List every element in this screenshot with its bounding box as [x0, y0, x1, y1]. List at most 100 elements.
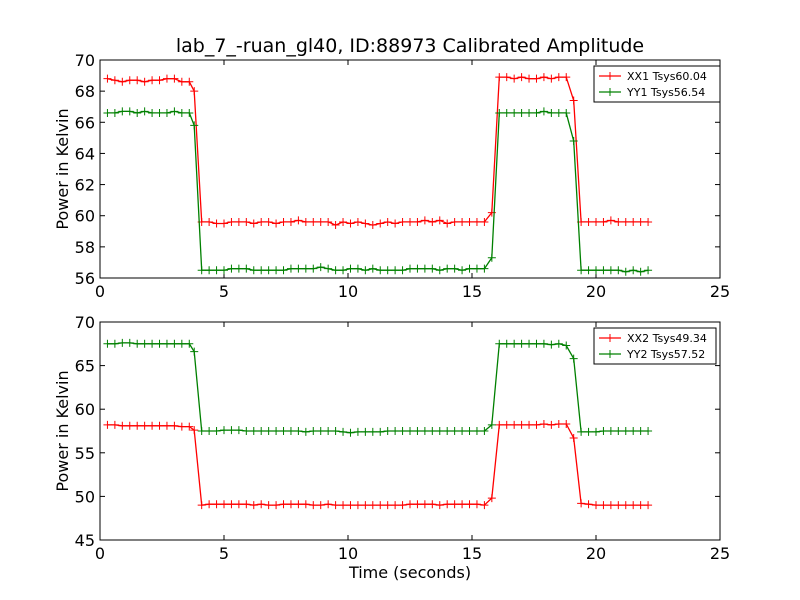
- data-point: [339, 266, 348, 275]
- legend-marker: [606, 350, 614, 358]
- data-point: [205, 500, 214, 509]
- data-point: [346, 428, 355, 437]
- data-point: [353, 501, 362, 510]
- data-point: [294, 500, 303, 509]
- data-point: [286, 217, 295, 226]
- y-tick-label: 56: [75, 269, 95, 288]
- data-point: [140, 339, 149, 348]
- data-point: [339, 217, 348, 226]
- data-point: [368, 501, 377, 510]
- data-point: [644, 266, 653, 275]
- data-point: [301, 264, 310, 273]
- data-point: [510, 420, 519, 429]
- y-tick-label: 64: [75, 144, 95, 163]
- data-point: [629, 217, 638, 226]
- data-point: [177, 77, 186, 86]
- x-tick-label: 5: [219, 282, 229, 301]
- data-point: [301, 427, 310, 436]
- data-point: [472, 217, 481, 226]
- data-point: [472, 427, 481, 435]
- data-point: [517, 420, 526, 429]
- data-point: [279, 266, 288, 275]
- x-tick-label: 15: [462, 544, 482, 563]
- data-point: [155, 108, 164, 117]
- data-point: [458, 427, 467, 435]
- y-tick-label: 62: [75, 176, 95, 195]
- data-point: [103, 420, 112, 429]
- data-point: [361, 266, 370, 275]
- data-point: [294, 216, 303, 225]
- data-point: [644, 217, 653, 226]
- data-point: [249, 501, 258, 510]
- data-point: [383, 427, 392, 435]
- data-point: [279, 500, 288, 509]
- x-tick-label: 0: [95, 282, 105, 301]
- data-point: [599, 266, 608, 275]
- legend-label: YY1 Tsys56.54: [626, 86, 705, 99]
- data-point: [636, 501, 645, 510]
- data-point: [606, 427, 615, 435]
- data-point: [361, 427, 370, 436]
- data-point: [309, 427, 318, 435]
- data-point: [644, 427, 653, 435]
- data-point: [242, 427, 251, 435]
- data-point: [155, 339, 164, 348]
- data-point: [532, 339, 541, 348]
- data-point: [465, 427, 474, 435]
- data-point: [103, 74, 112, 83]
- data-point: [636, 267, 645, 276]
- data-point: [599, 427, 608, 435]
- data-point: [162, 339, 171, 348]
- data-point: [177, 339, 186, 348]
- data-point: [383, 501, 392, 510]
- data-point: [331, 427, 340, 435]
- data-point: [413, 264, 422, 273]
- data-point: [148, 108, 157, 117]
- x-tick-label: 5: [219, 544, 229, 563]
- data-point: [592, 501, 600, 510]
- data-point: [502, 73, 511, 82]
- data-point: [443, 264, 452, 273]
- data-point: [584, 427, 593, 436]
- data-point: [346, 264, 355, 273]
- data-point: [212, 266, 221, 275]
- data-point: [103, 108, 112, 117]
- data-point: [162, 421, 171, 430]
- data-point: [264, 427, 273, 435]
- data-point: [465, 264, 474, 273]
- y-axis-label: Power in Kelvin: [53, 108, 72, 229]
- data-point: [185, 108, 194, 117]
- data-point: [242, 264, 251, 273]
- data-point: [118, 338, 127, 347]
- data-point: [554, 108, 563, 117]
- y-tick-label: 68: [75, 82, 95, 101]
- data-point: [264, 217, 273, 226]
- data-point: [510, 74, 519, 83]
- data-point: [212, 427, 221, 435]
- legend-box: [593, 65, 721, 103]
- data-point: [554, 339, 563, 348]
- data-point: [435, 501, 444, 510]
- data-point: [205, 217, 214, 226]
- data-point: [398, 266, 407, 275]
- data-point: [569, 354, 578, 363]
- data-point: [190, 347, 199, 356]
- data-point: [118, 77, 127, 86]
- data-point: [629, 501, 638, 510]
- y-axis-label: Power in Kelvin: [53, 370, 72, 491]
- data-point: [621, 427, 630, 435]
- data-point: [185, 339, 194, 348]
- x-tick-label: 10: [338, 544, 358, 563]
- data-point: [435, 266, 444, 275]
- data-point: [170, 339, 179, 348]
- data-point: [286, 500, 295, 509]
- data-point: [584, 217, 593, 226]
- data-point: [294, 264, 303, 273]
- data-point: [368, 264, 377, 273]
- data-point: [517, 108, 526, 117]
- data-point: [376, 501, 385, 510]
- data-point: [125, 76, 134, 85]
- data-point: [517, 73, 526, 82]
- data-point: [170, 74, 179, 83]
- data-point: [644, 501, 653, 510]
